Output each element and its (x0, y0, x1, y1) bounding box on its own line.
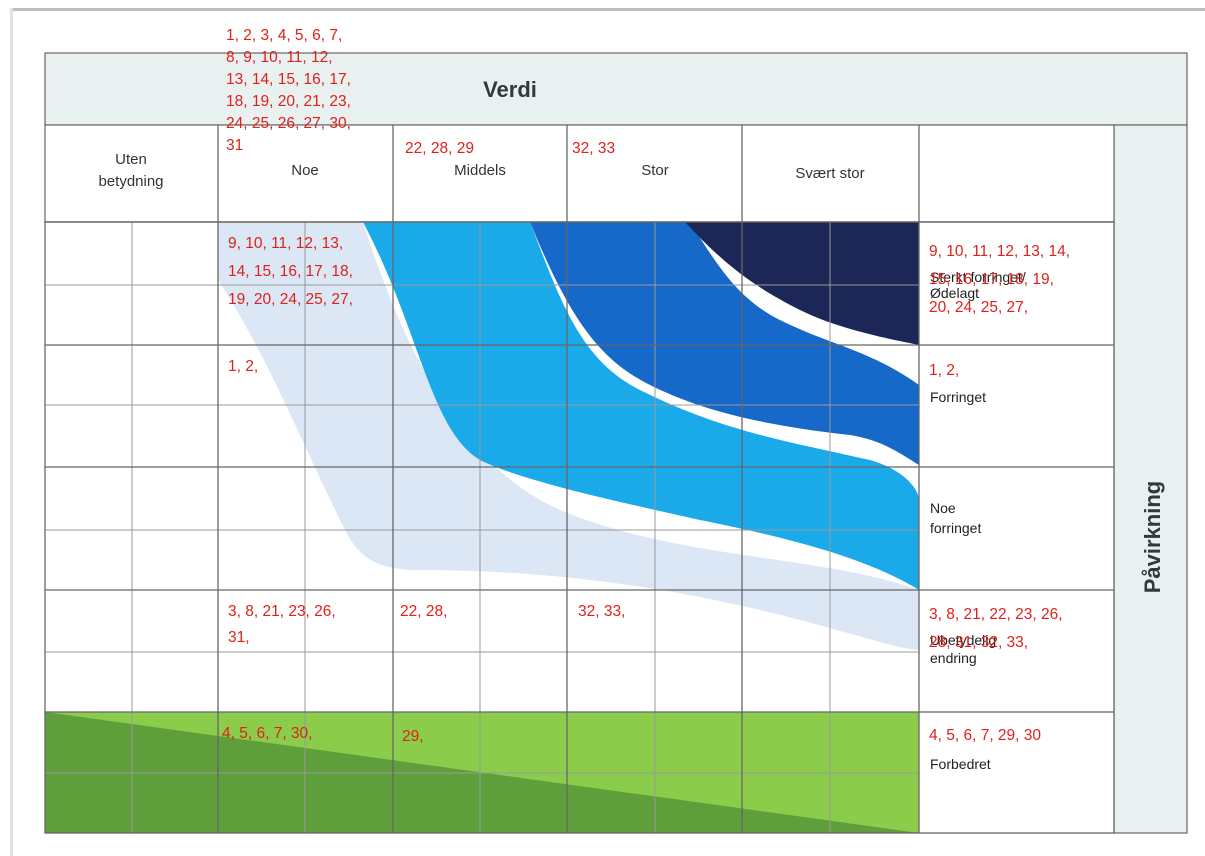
cell-forbedret-middels: 29, (402, 728, 424, 745)
level-sterkt-label-2: Ødelagt (930, 285, 979, 301)
header-numbers-middels: 22, 28, 29 (405, 140, 474, 157)
header-numbers-noe-5: 24, 25, 26, 27, 30, (226, 115, 351, 132)
cell-sterkt-noe-2: 14, 15, 16, 17, 18, (228, 263, 353, 280)
grid-thick (44, 125, 1115, 834)
level-ubetydelig-label-2: endring (930, 650, 977, 666)
cell-sterkt-noe-3: 19, 20, 24, 25, 27, (228, 291, 353, 308)
band-darkest (685, 222, 919, 345)
header-row (44, 124, 1115, 223)
diagram-title: Verdi (483, 77, 537, 102)
level-ubetydelig-numbers-2: 28, 31, 32, 33, (929, 634, 1028, 651)
level-noe-forringet-label-2: forringet (930, 520, 981, 536)
level-sterkt-numbers-1: 9, 10, 11, 12, 13, 14, (929, 243, 1070, 260)
band-mid (363, 222, 919, 590)
cell-forbedret-noe: 4, 5, 6, 7, 30, (222, 725, 312, 742)
header-numbers-noe-3: 13, 14, 15, 16, 17, (226, 71, 351, 88)
level-forringet-numbers: 1, 2, (929, 362, 959, 379)
column-header-uten-line2: betydning (98, 173, 163, 190)
cell-sterkt-noe-1: 9, 10, 11, 12, 13, (228, 235, 343, 252)
level-sterkt-label-1: Sterkt forringet/ (930, 269, 1026, 285)
column-header-middels: Middels (454, 162, 506, 179)
header-numbers-noe-6: 31 (226, 137, 243, 154)
column-header-uten-line1: Uten (115, 151, 147, 168)
cell-ubetydelig-noe-1: 3, 8, 21, 23, 26, (228, 603, 336, 620)
column-header-stor: Stor (641, 162, 669, 179)
title-band (44, 52, 1188, 126)
level-noe-forringet-label-1: Noe (930, 500, 956, 516)
level-forringet-label: Forringet (930, 389, 986, 405)
level-ubetydelig-numbers-1: 3, 8, 21, 22, 23, 26, (929, 606, 1063, 623)
frame-left-border (10, 8, 13, 856)
cell-ubetydelig-noe-2: 31, (228, 629, 250, 646)
level-forbedret-label: Forbedret (930, 756, 991, 772)
header-numbers-noe-2: 8, 9, 10, 11, 12, (226, 49, 333, 66)
level-sterkt-numbers-2: 15, 16, 17, 18, 19, (929, 271, 1054, 288)
column-header-svaert-stor: Svært stor (795, 165, 864, 182)
level-sterkt-numbers-3: 20, 24, 25, 27, (929, 299, 1028, 316)
frame-top-border (10, 8, 1205, 11)
column-header-noe: Noe (291, 162, 319, 179)
header-numbers-noe-1: 1, 2, 3, 4, 5, 6, 7, (226, 27, 342, 44)
level-ubetydelig-label-1: Ubetydelig (930, 632, 996, 648)
grid-thin (45, 222, 919, 833)
level-forbedret-numbers: 4, 5, 6, 7, 29, 30 (929, 727, 1041, 744)
side-band (1113, 124, 1188, 834)
side-title: Påvirkning (1140, 481, 1165, 593)
cell-ubetydelig-stor: 32, 33, (578, 603, 625, 620)
cell-forringet-noe: 1, 2, (228, 358, 258, 375)
cell-ubetydelig-middels: 22, 28, (400, 603, 447, 620)
band-dark (530, 222, 919, 465)
header-numbers-noe-4: 18, 19, 20, 21, 23, (226, 93, 351, 110)
header-numbers-stor: 32, 33 (572, 140, 615, 157)
